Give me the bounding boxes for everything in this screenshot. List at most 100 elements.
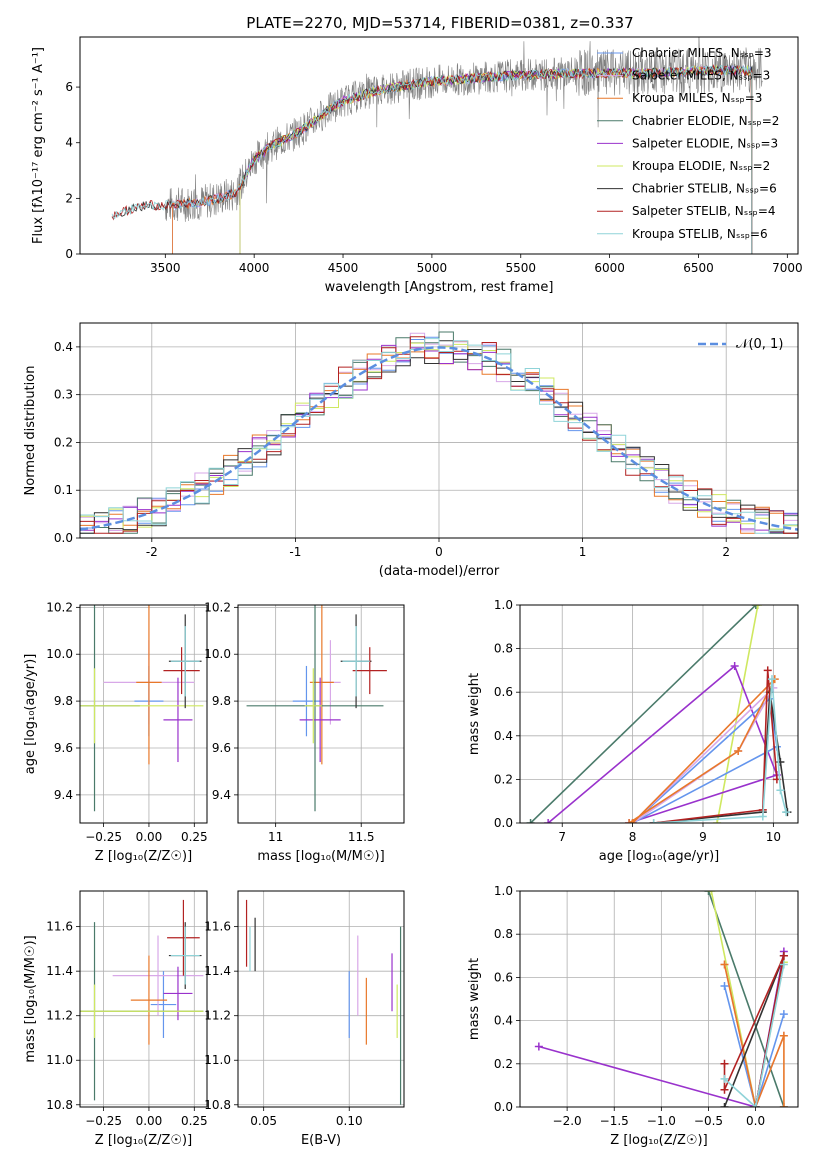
data-point-marker [720,1074,729,1083]
data-point-marker [730,662,739,671]
axes-frame [79,890,208,1108]
y-tick-label: 10.0 [204,647,231,661]
x-tick-label: 0.10 [336,1114,363,1128]
legend-entry: Kroupa ELODIE, Nₛₛₚ=2 [632,159,770,173]
x-tick-label: 2 [722,545,730,559]
legend-entry: Salpeter STELIB, Nₛₛₚ=4 [632,204,776,218]
legend-entry: Salpeter MILES, Nₛₛₚ=3 [632,69,770,83]
x-axis-label: mass [log₁₀(M/M☉)] [257,849,384,864]
mass-weight-line [723,955,785,1107]
y-tick-label: 10.8 [46,1098,73,1112]
y-tick-label: 0.4 [494,1014,513,1028]
x-tick-label: −2.0 [553,1114,582,1128]
age-vs-mass-panel: 11 11.5 9.4 9.6 9.8 10.0 10.2 mass [log₁₀(M/M☉)… [204,600,405,864]
x-tick-label: 1 [579,545,587,559]
data-point-marker [534,1042,543,1051]
x-tick-label: 3500 [150,261,181,275]
mass-vs-metallicity-panel: −0.25 0.00 0.25 10.8 11.0 11.2 11.4 11.6 Z [log₁… [23,890,208,1148]
x-axis-label: (data-model)/error [379,564,500,579]
y-tick-label: 0.0 [494,816,513,830]
axes-frame [237,604,405,824]
mass-weight-line [723,964,785,1107]
x-tick-label: 0.25 [181,1114,208,1128]
plot-area [80,899,204,1101]
x-axis-label: wavelength [Angstrom, rest frame] [325,280,554,295]
data-point-marker [763,666,772,675]
y-axis-label: mass weight [467,958,482,1040]
mass-weight-line [632,687,775,823]
y-tick-label: 11.0 [46,1053,73,1067]
data-point-marker [779,951,788,960]
y-tick-label: 0.0 [54,531,73,545]
x-axis-label: E(B-V) [301,1133,341,1148]
y-axis-label: Normed distribution [23,366,38,496]
axes-frame [79,604,208,824]
y-tick-label: 0.8 [494,642,513,656]
x-axis-label: Z [log₁₀(Z/Z☉)] [95,1133,192,1148]
x-tick-label: 0 [435,545,443,559]
y-tick-label: 10.8 [204,1098,231,1112]
residuals-panel: -2 -1 0 1 2 0.0 0.1 0.2 0.3 0.4 (data-model)/error… [23,322,799,579]
data-point-marker [707,891,716,895]
data-point-marker [782,808,791,817]
y-tick-label: 10.0 [46,647,73,661]
data-point-marker [720,1085,729,1094]
x-tick-label: 9 [699,830,707,844]
y-tick-label: 2 [65,191,73,205]
y-tick-label: 9.8 [54,694,73,708]
plot-area [526,605,792,823]
data-point-marker [628,819,637,823]
data-point-marker [776,786,785,795]
x-tick-label: 11.5 [348,830,375,844]
data-point-marker [704,891,713,895]
legend-entry: Salpeter ELODIE, Nₛₛₚ=3 [632,136,778,150]
data-point-marker [751,605,760,609]
y-tick-label: 6 [65,80,73,94]
x-tick-label: −0.25 [85,830,122,844]
mass-weight-line [653,670,778,823]
data-point-marker [779,1031,788,1040]
x-tick-label: −1.0 [647,1114,676,1128]
x-tick-label: 0.0 [746,1114,765,1128]
data-point-marker [751,1103,760,1107]
mass-weight-line [723,964,785,1107]
x-tick-label: 5500 [505,261,536,275]
grid-lines [80,605,207,823]
data-point-marker [720,1103,729,1107]
legend-entry: 𝒩(0, 1) [736,337,783,352]
y-tick-label: 0.1 [54,483,73,497]
y-tick-label: 9.8 [212,694,231,708]
axes-frame [79,322,799,539]
y-tick-label: 11.0 [204,1053,231,1067]
axes-frame [519,604,799,824]
x-axis-label: age [log₁₀(age/yr)] [599,849,720,864]
x-tick-label: 11 [268,830,283,844]
mass-weight-line [723,985,785,1107]
y-tick-label: 10.2 [204,600,231,614]
y-tick-label: 11.2 [204,1009,231,1023]
x-tick-label: 5000 [417,261,448,275]
data-point-marker [713,819,722,823]
y-tick-label: 9.4 [54,788,73,802]
y-tick-label: 0.4 [494,729,513,743]
y-tick-label: 0.2 [494,772,513,786]
x-tick-label: -1 [289,545,301,559]
x-tick-label: 10 [766,830,781,844]
massweight-vs-age-panel: 7 8 9 10 0.0 0.2 0.4 0.6 0.8 1.0 age [log₁₀(age/yr… [467,598,799,864]
data-point-marker [625,819,634,823]
grid-lines [80,891,207,1107]
x-axis-label: Z [log₁₀(Z/Z☉)] [610,1133,707,1148]
data-point-marker [720,1059,729,1068]
data-point-marker [753,605,762,609]
x-tick-label: −1.5 [600,1114,629,1128]
axes-frame [79,36,799,255]
plot-area [245,899,402,1105]
mass-weight-line [530,605,757,823]
x-tick-label: 7 [558,830,566,844]
y-tick-label: 0.0 [494,1100,513,1114]
y-tick-label: 0.3 [54,388,73,402]
y-tick-label: 1.0 [494,884,513,898]
y-tick-label: 0.6 [494,685,513,699]
y-axis-label: Flux [fλ10⁻¹⁷ erg cm⁻² s⁻¹ A⁻¹] [31,47,46,244]
